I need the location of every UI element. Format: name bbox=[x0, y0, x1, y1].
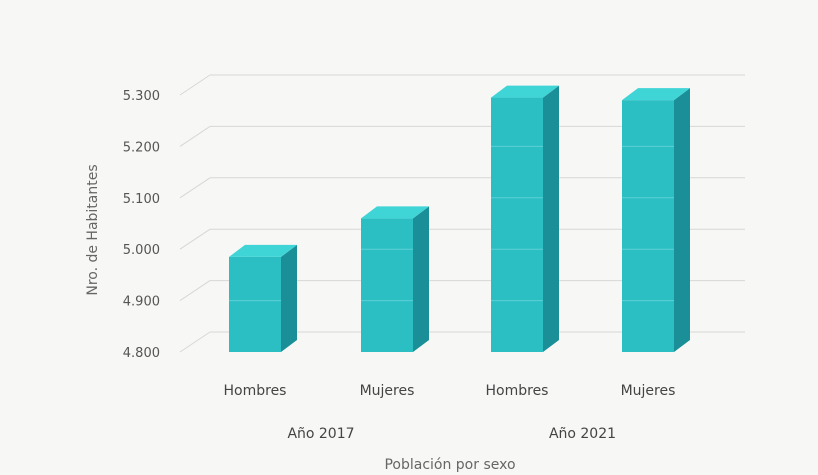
bar-side bbox=[281, 244, 297, 352]
category-label: Hombres bbox=[486, 383, 549, 399]
bar-top bbox=[361, 206, 429, 219]
y-tick-label: 4.800 bbox=[123, 346, 160, 361]
bar-front bbox=[229, 256, 281, 352]
category-label: Mujeres bbox=[621, 383, 676, 399]
gridline-depth-5 bbox=[179, 74, 211, 96]
category-label: Mujeres bbox=[360, 383, 415, 399]
bar-top bbox=[229, 244, 297, 257]
bar-side bbox=[674, 88, 690, 352]
gridline-depth-2 bbox=[179, 228, 211, 250]
gridline-depth-4 bbox=[179, 125, 211, 147]
group-label: Año 2017 bbox=[287, 426, 354, 442]
y-tick-label: 5.300 bbox=[123, 89, 160, 104]
gridline-depth-1 bbox=[179, 280, 211, 302]
x-axis-title: Población por sexo bbox=[384, 457, 515, 473]
bar-top bbox=[622, 88, 690, 101]
y-tick-label: 5.100 bbox=[123, 192, 160, 207]
category-label: Hombres bbox=[224, 383, 287, 399]
bar-top bbox=[491, 85, 559, 98]
group-label: Año 2021 bbox=[549, 426, 616, 442]
y-axis-title: Nro. de Habitantes bbox=[85, 164, 101, 295]
bar-side bbox=[413, 206, 429, 352]
y-tick-label: 5.000 bbox=[123, 243, 160, 258]
gridline-depth-0 bbox=[179, 331, 211, 353]
y-tick-label: 5.200 bbox=[123, 140, 160, 155]
bar-front bbox=[491, 97, 543, 352]
bar-front bbox=[361, 218, 413, 352]
y-tick-label: 4.900 bbox=[123, 295, 160, 310]
gridline-depth-3 bbox=[179, 177, 211, 199]
bar-front bbox=[622, 100, 674, 352]
bar-side bbox=[543, 85, 559, 352]
